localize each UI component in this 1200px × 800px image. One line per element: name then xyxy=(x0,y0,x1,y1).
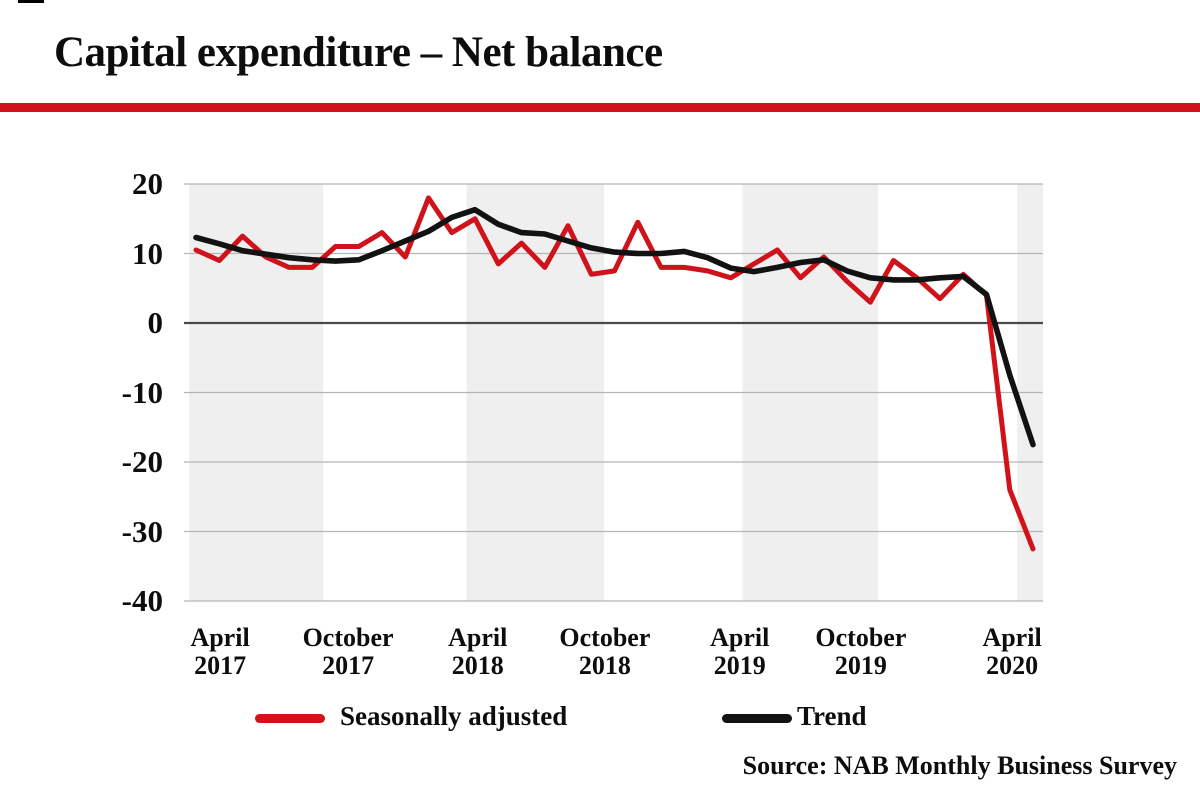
y-tick-label: 0 xyxy=(147,305,164,340)
x-tick-label: April 2018 xyxy=(448,623,508,680)
x-tick-label: April 2017 xyxy=(190,623,250,680)
x-tick-label: October 2019 xyxy=(815,623,907,680)
trend-line xyxy=(193,206,1036,448)
y-tick-label: -10 xyxy=(121,374,163,410)
y-tick-label: -40 xyxy=(121,583,163,618)
x-tick-label: October 2018 xyxy=(559,623,651,680)
title-accent-rule xyxy=(0,103,1200,112)
plot-area xyxy=(184,183,1043,602)
legend-label-seasonally-adjusted: Seasonally adjusted xyxy=(340,701,568,731)
crop-artifact-mark xyxy=(18,0,44,3)
y-tick-label: -20 xyxy=(121,444,163,479)
legend-swatch-seasonally-adjusted xyxy=(255,714,325,723)
y-tick-label: -30 xyxy=(121,513,163,549)
x-tick-label: October 2017 xyxy=(302,623,394,680)
seasonally-adjusted-line xyxy=(193,195,1036,552)
legend-label-trend: Trend xyxy=(797,701,867,731)
y-tick-label: 20 xyxy=(132,166,163,201)
source-note: Source: NAB Monthly Business Survey xyxy=(742,751,1177,780)
y-tick-label: 10 xyxy=(132,235,163,271)
x-tick-label: April 2019 xyxy=(710,623,770,680)
page-title: Capital expenditure – Net balance xyxy=(54,29,663,76)
legend-swatch-trend xyxy=(722,714,792,723)
x-tick-label: April 2020 xyxy=(982,623,1042,680)
